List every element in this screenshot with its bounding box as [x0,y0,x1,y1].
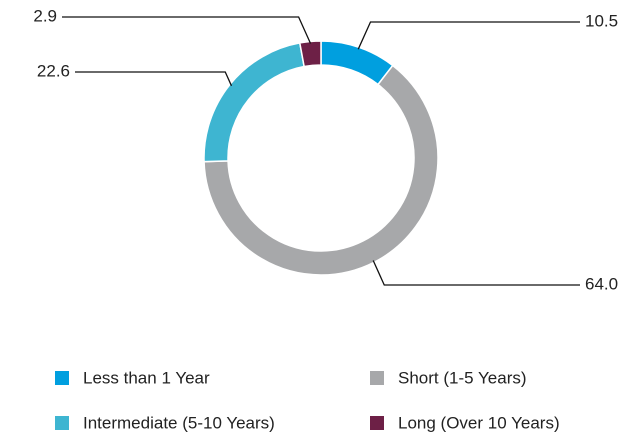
leader-line [62,16,312,44]
donut-segment [203,42,306,163]
leader-line [75,71,233,87]
donut-segment [320,40,394,86]
legend-swatch [370,416,384,430]
legend-label: Less than 1 Year [83,368,210,387]
legend-label: Long (Over 10 Years) [398,413,560,432]
data-label: 22.6 [37,61,70,80]
data-label: 10.5 [585,11,618,30]
leader-line [372,260,580,286]
donut-segment [203,64,439,276]
legend-swatch [370,371,384,385]
legend-label: Short (1-5 Years) [398,368,527,387]
donut-segment [298,40,322,68]
leader-line [357,21,580,50]
legend-label: Intermediate (5-10 Years) [83,413,275,432]
legend-swatch [55,416,69,430]
data-label: 64.0 [585,274,618,293]
data-label: 2.9 [33,6,57,25]
legend-swatch [55,371,69,385]
